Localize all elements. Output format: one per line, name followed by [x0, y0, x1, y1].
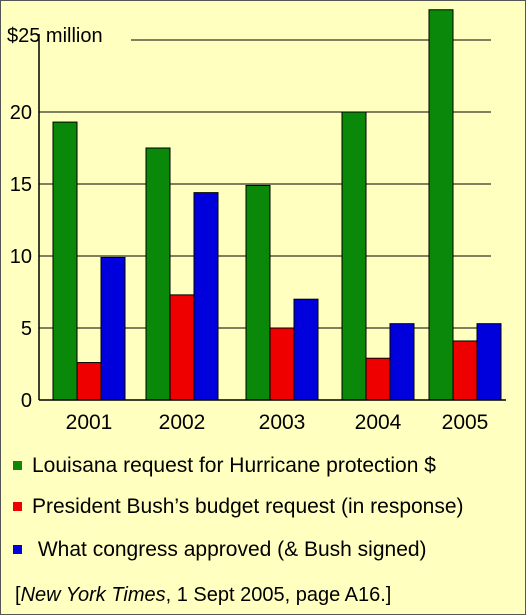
legend-label: Louisana request for Hurricane protectio… — [32, 454, 436, 477]
bar — [341, 111, 367, 401]
y-tick-label: 15 — [10, 174, 32, 196]
x-tick-label: 2004 — [355, 411, 402, 434]
legend-swatch-red — [13, 502, 22, 511]
source-citation: [New York Times, 1 Sept 2005, page A16.] — [15, 584, 391, 607]
bar-chart: 0 5 10 15 20 $25 million 2001 2002 2003 2004 2005 — [7, 9, 506, 434]
bar — [293, 298, 319, 401]
bar — [269, 327, 295, 401]
y-top-label: $25 million — [7, 25, 103, 47]
legend-swatch-blue — [13, 545, 22, 554]
source-details: , 1 Sept 2005, page A16.] — [165, 584, 392, 606]
bar — [76, 362, 102, 401]
bar — [452, 340, 478, 401]
bar — [145, 147, 171, 401]
legend-label: President Bush’s budget request (in resp… — [32, 495, 464, 518]
y-tick-label: 10 — [10, 246, 32, 268]
source-publication: New York Times — [20, 584, 166, 606]
bar — [245, 184, 271, 401]
y-tick-label: 0 — [21, 390, 32, 412]
source-open: [ — [15, 584, 21, 606]
legend-item-louisiana-request: Louisana request for Hurricane protectio… — [13, 454, 436, 478]
legend-swatch-green — [13, 461, 22, 470]
legend-item-congress-approved: What congress approved (& Bush signed) — [13, 538, 427, 562]
bar — [365, 357, 391, 401]
bar — [193, 192, 219, 401]
y-tick-label: 20 — [10, 102, 32, 124]
gridlines — [39, 39, 491, 329]
legend-label: What congress approved (& Bush signed) — [37, 538, 427, 561]
bar — [52, 121, 78, 401]
bars — [52, 9, 502, 401]
x-tick-label: 2001 — [66, 411, 113, 434]
bar — [428, 9, 454, 401]
x-tick-label: 2002 — [159, 411, 206, 434]
axes: 0 5 10 15 20 $25 million 2001 2002 2003 2004 2005 — [7, 25, 506, 434]
bar — [476, 323, 502, 401]
legend-item-bush-budget-request: President Bush’s budget request (in resp… — [13, 495, 464, 519]
x-tick-label: 2003 — [259, 411, 306, 434]
bar — [389, 323, 415, 401]
x-tick-label: 2005 — [442, 411, 489, 434]
bar — [100, 256, 126, 401]
bar — [169, 294, 195, 401]
y-tick-label: 5 — [21, 318, 32, 340]
